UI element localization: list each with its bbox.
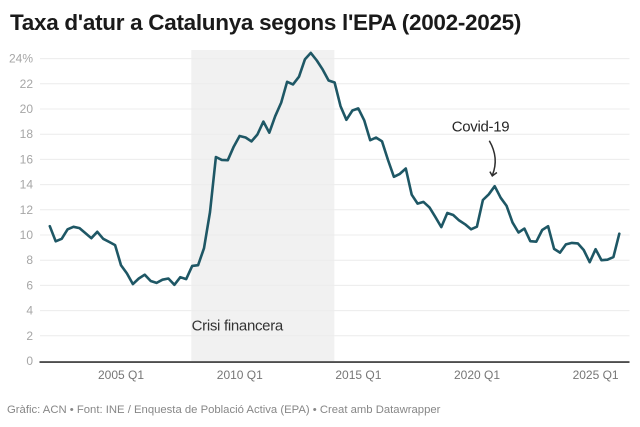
svg-text:18: 18 — [20, 127, 34, 141]
svg-text:2015 Q1: 2015 Q1 — [335, 368, 381, 382]
svg-text:20: 20 — [20, 102, 34, 116]
svg-text:0: 0 — [26, 354, 33, 368]
svg-text:8: 8 — [26, 253, 33, 267]
svg-text:2: 2 — [26, 329, 33, 343]
svg-text:Covid-19: Covid-19 — [452, 119, 510, 136]
svg-text:2025 Q1: 2025 Q1 — [573, 368, 619, 382]
svg-text:24%: 24% — [9, 52, 33, 66]
svg-text:2005 Q1: 2005 Q1 — [98, 368, 144, 382]
svg-text:12: 12 — [20, 203, 34, 217]
svg-text:Crisi financera: Crisi financera — [192, 318, 284, 335]
svg-text:2010 Q1: 2010 Q1 — [217, 368, 263, 382]
svg-text:10: 10 — [20, 228, 34, 242]
svg-text:4: 4 — [26, 304, 33, 318]
svg-text:14: 14 — [20, 178, 34, 192]
svg-text:6: 6 — [26, 278, 33, 292]
svg-text:22: 22 — [20, 77, 34, 91]
svg-text:2020 Q1: 2020 Q1 — [454, 368, 500, 382]
svg-text:16: 16 — [20, 152, 34, 166]
